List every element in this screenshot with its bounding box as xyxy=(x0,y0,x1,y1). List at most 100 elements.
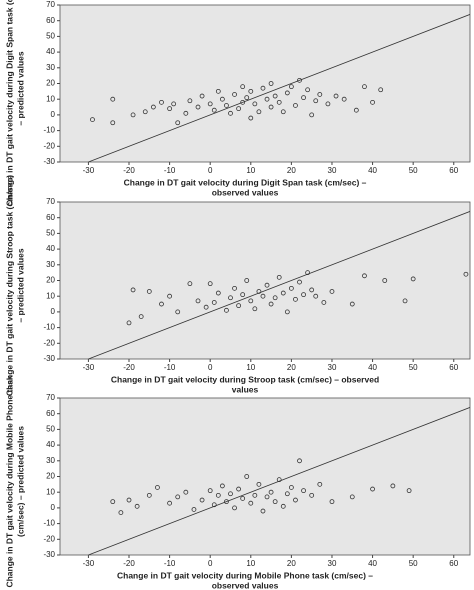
y-tick-label: 70 xyxy=(46,197,55,206)
data-point xyxy=(232,505,237,511)
x-tick-label: 0 xyxy=(208,166,213,175)
data-point xyxy=(260,293,266,299)
data-point xyxy=(260,85,266,91)
data-point xyxy=(362,273,367,279)
data-point xyxy=(244,278,250,283)
data-point xyxy=(370,486,375,492)
data-point xyxy=(313,98,319,104)
y-tick-label: 0 xyxy=(51,110,56,119)
data-point xyxy=(317,481,323,487)
data-point xyxy=(297,458,302,464)
reference-line xyxy=(88,211,470,359)
data-point xyxy=(240,99,246,105)
data-point xyxy=(382,278,388,283)
x-tick-label: 10 xyxy=(246,166,255,175)
data-point xyxy=(130,287,136,293)
data-point xyxy=(236,486,242,492)
x-tick-label: -30 xyxy=(83,166,95,175)
data-point xyxy=(252,492,258,498)
data-point xyxy=(175,494,181,500)
data-point xyxy=(211,502,217,508)
data-point xyxy=(264,96,270,102)
x-axis-label: Change in DT gait velocity during Mobile… xyxy=(117,570,373,580)
y-tick-label: -10 xyxy=(43,126,55,135)
data-point xyxy=(305,270,311,276)
x-tick-label: -20 xyxy=(123,166,135,175)
data-point xyxy=(353,107,359,113)
data-point xyxy=(325,101,331,107)
data-point xyxy=(211,107,217,113)
y-tick-label: 30 xyxy=(46,260,55,269)
data-point xyxy=(301,95,306,101)
data-point xyxy=(195,104,201,110)
y-tick-label: 10 xyxy=(46,291,55,300)
x-axis-label: Change in DT gait velocity during Digit … xyxy=(124,177,367,187)
data-point xyxy=(463,271,469,277)
data-point xyxy=(288,285,294,291)
data-point xyxy=(126,320,132,326)
data-point xyxy=(256,481,262,487)
data-point xyxy=(130,112,136,118)
y-tick-label: -20 xyxy=(43,141,55,150)
data-point xyxy=(195,298,201,304)
y-tick-label: 40 xyxy=(46,244,55,253)
data-point xyxy=(276,99,282,105)
x-tick-label: -20 xyxy=(123,559,135,568)
y-tick-label: -30 xyxy=(43,157,55,166)
plot-area xyxy=(59,201,471,360)
y-tick-label: 60 xyxy=(46,213,55,222)
data-point xyxy=(309,287,315,293)
x-tick-label: -10 xyxy=(164,166,176,175)
data-point xyxy=(280,290,286,296)
x-tick-label: -10 xyxy=(164,363,176,372)
x-axis-label: Change in DT gait velocity during Stroop… xyxy=(111,374,379,384)
data-point xyxy=(191,507,197,512)
data-point xyxy=(232,92,237,97)
data-point xyxy=(313,293,319,299)
data-point xyxy=(183,489,189,495)
y-tick-label: 10 xyxy=(46,487,55,496)
y-tick-label: 0 xyxy=(51,307,56,316)
data-point xyxy=(268,301,274,307)
x-tick-label: 50 xyxy=(409,363,418,372)
x-tick-label: -20 xyxy=(123,363,135,372)
data-point xyxy=(228,110,233,116)
data-point xyxy=(167,106,173,112)
data-point xyxy=(207,281,213,287)
data-point xyxy=(284,491,290,497)
x-axis-label: values xyxy=(232,384,259,394)
data-point xyxy=(362,84,367,90)
data-point xyxy=(236,106,242,112)
y-tick-label: -20 xyxy=(43,338,55,347)
y-tick-label: 50 xyxy=(46,32,55,41)
data-point xyxy=(341,96,347,102)
data-point xyxy=(175,120,181,126)
x-tick-label: 10 xyxy=(246,363,255,372)
data-point xyxy=(272,499,278,505)
data-point xyxy=(260,508,266,514)
data-point xyxy=(219,483,225,489)
reference-line xyxy=(88,14,470,162)
data-point xyxy=(199,497,205,503)
data-point xyxy=(126,497,132,503)
data-point xyxy=(390,483,396,489)
data-point xyxy=(244,95,250,101)
data-point xyxy=(309,492,315,498)
x-tick-label: 0 xyxy=(208,363,213,372)
data-point xyxy=(175,309,181,315)
data-point xyxy=(110,499,116,505)
data-point xyxy=(268,489,274,495)
data-point xyxy=(146,492,152,498)
data-point xyxy=(155,485,160,490)
data-point xyxy=(288,84,294,90)
x-axis-label: observed values xyxy=(212,580,279,590)
x-tick-label: 20 xyxy=(287,363,296,372)
x-tick-label: 40 xyxy=(368,166,377,175)
data-point xyxy=(240,292,246,298)
data-point xyxy=(329,499,335,505)
x-tick-label: 10 xyxy=(246,559,255,568)
x-tick-label: 40 xyxy=(368,363,377,372)
x-tick-label: -30 xyxy=(83,363,95,372)
data-point xyxy=(276,274,282,280)
